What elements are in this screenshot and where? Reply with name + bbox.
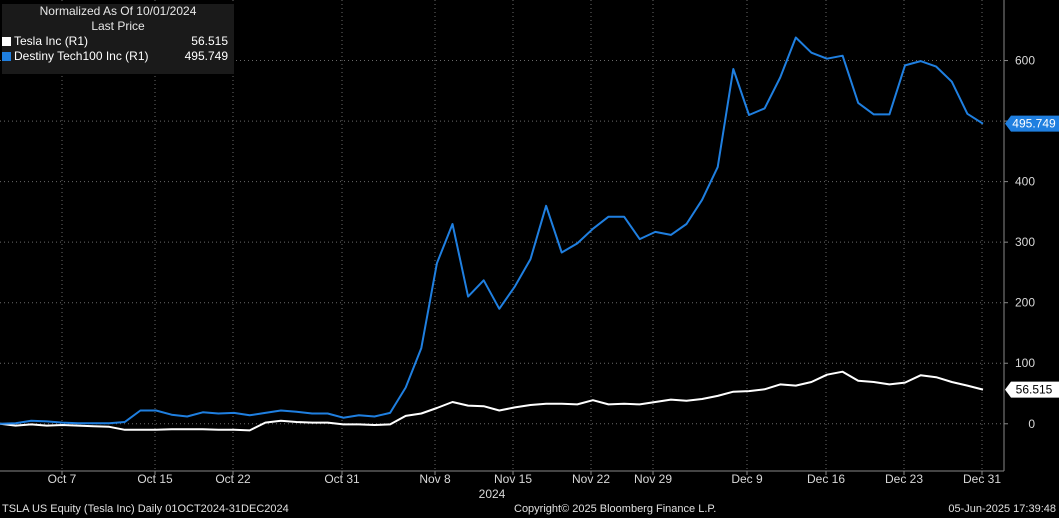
value-tag-tesla: 56.515 xyxy=(1005,381,1059,398)
legend-value-tesla: 56.515 xyxy=(191,34,228,48)
y-tick-label: 200 xyxy=(1015,296,1035,310)
value-tag-text: 56.515 xyxy=(1016,383,1053,397)
value-tag-text: 495.749 xyxy=(1012,117,1056,131)
y-tick-label: 400 xyxy=(1015,175,1035,189)
x-tick-label: Oct 7 xyxy=(48,472,77,486)
y-tick-label: 0 xyxy=(1028,417,1035,431)
footer-copyright: Copyright© 2025 Bloomberg Finance L.P. xyxy=(514,503,717,515)
legend-title: Normalized As Of 10/01/2024 xyxy=(39,4,197,18)
legend-label-destiny: Destiny Tech100 Inc (R1) xyxy=(14,49,149,63)
series-lines xyxy=(0,36,984,432)
legend-subtitle: Last Price xyxy=(91,19,145,33)
y-tick-label: 300 xyxy=(1015,235,1035,249)
value-tag-destiny: 495.749 xyxy=(1005,115,1059,132)
y-axis-ticks: 0 100 200 300 400 600 xyxy=(1004,54,1035,431)
series-line-tesla xyxy=(0,370,984,432)
legend-swatch-destiny xyxy=(2,52,11,61)
legend-box: Normalized As Of 10/01/2024 Last Price T… xyxy=(2,4,234,74)
x-tick-label: Nov 15 xyxy=(494,472,532,486)
legend-item-destiny: Destiny Tech100 Inc (R1) 495.749 xyxy=(2,49,234,64)
y-tick-label: 600 xyxy=(1015,54,1035,68)
x-tick-label: Nov 8 xyxy=(419,472,451,486)
gridlines xyxy=(0,0,1004,471)
x-tick-label: Oct 15 xyxy=(137,472,173,486)
series-line-destiny xyxy=(0,36,984,425)
y-tick-label: 100 xyxy=(1015,356,1035,370)
x-tick-label: Dec 16 xyxy=(807,472,845,486)
legend-item-tesla: Tesla Inc (R1) 56.515 xyxy=(2,34,234,49)
x-tick-label: Dec 9 xyxy=(731,472,763,486)
x-axis-year-label: 2024 xyxy=(479,487,506,501)
x-tick-label: Oct 22 xyxy=(215,472,251,486)
last-value-tags: 56.515 495.749 xyxy=(1005,115,1059,398)
x-tick-label: Dec 31 xyxy=(963,472,1001,486)
x-tick-label: Oct 31 xyxy=(324,472,360,486)
legend-label-tesla: Tesla Inc (R1) xyxy=(14,34,89,48)
footer-ticker: TSLA US Equity (Tesla Inc) Daily 01OCT20… xyxy=(2,503,289,515)
x-axis-ticks: Oct 7 Oct 15 Oct 22 Oct 31 Nov 8 Nov 15 Nov 22… xyxy=(48,471,1001,486)
x-tick-label: Nov 29 xyxy=(634,472,672,486)
x-tick-label: Nov 22 xyxy=(572,472,610,486)
x-tick-label: Dec 23 xyxy=(885,472,923,486)
legend-swatch-tesla xyxy=(2,37,11,46)
footer-timestamp: 05-Jun-2025 17:39:48 xyxy=(948,503,1056,515)
legend-value-destiny: 495.749 xyxy=(184,49,228,63)
